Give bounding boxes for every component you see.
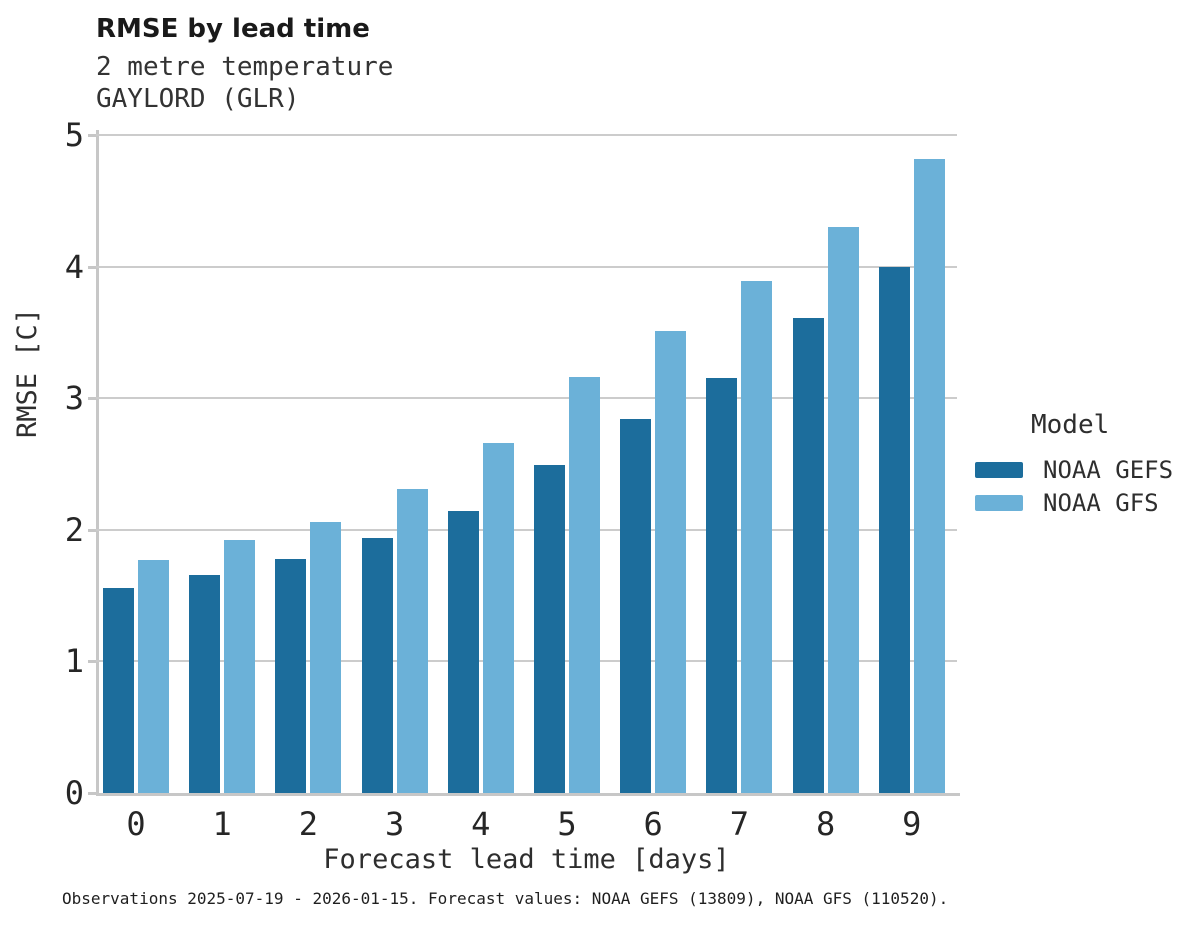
- bar-noaa-gfs-lead-9: [913, 158, 945, 793]
- bar-noaa-gfs-lead-6: [655, 331, 687, 793]
- x-tick-label-8: 8: [815, 805, 836, 843]
- y-tick-mark-3: [88, 397, 96, 401]
- legend-title: Model: [1031, 410, 1110, 440]
- y-tick-mark-2: [88, 528, 96, 532]
- x-tick-label-7: 7: [729, 805, 750, 843]
- bar-noaa-gefs-lead-4: [447, 511, 479, 793]
- gridline-y-1: [96, 660, 957, 663]
- bar-noaa-gefs-lead-2: [275, 558, 307, 793]
- y-tick-label-1: 1: [64, 642, 84, 681]
- bar-noaa-gefs-lead-9: [878, 266, 910, 793]
- bar-noaa-gfs-lead-1: [224, 540, 256, 793]
- x-tick-label-6: 6: [643, 805, 663, 843]
- bar-noaa-gfs-lead-7: [741, 281, 773, 793]
- y-tick-mark-0: [88, 792, 96, 795]
- gridline-y-3: [96, 397, 957, 400]
- bar-noaa-gefs-lead-8: [792, 317, 824, 793]
- bar-noaa-gfs-lead-5: [569, 377, 600, 793]
- chart-subtitle-station: GAYLORD (GLR): [96, 84, 300, 114]
- bar-noaa-gefs-lead-0: [103, 587, 134, 793]
- y-tick-label-3: 3: [64, 379, 84, 418]
- plot-area: [96, 130, 960, 796]
- bar-noaa-gfs-lead-0: [138, 560, 169, 793]
- bar-noaa-gfs-lead-2: [310, 521, 342, 793]
- x-tick-label-3: 3: [384, 805, 405, 843]
- x-tick-label-1: 1: [212, 805, 232, 843]
- y-tick-label-2: 2: [64, 510, 84, 549]
- y-tick-mark-1: [88, 660, 96, 664]
- y-tick-label-5: 5: [64, 116, 84, 154]
- y-tick-label-4: 4: [64, 247, 84, 286]
- x-tick-label-2: 2: [298, 805, 319, 843]
- x-tick-label-0: 0: [126, 805, 146, 843]
- bar-noaa-gfs-lead-3: [396, 489, 428, 793]
- gridline-y-4: [96, 265, 957, 268]
- legend-swatch-noaa-gefs: [975, 462, 1023, 478]
- y-tick-label-0: 0: [64, 774, 84, 812]
- y-tick-mark-5: [88, 134, 96, 137]
- bar-noaa-gfs-lead-8: [827, 227, 859, 793]
- chart-title: RMSE by lead time: [96, 14, 370, 44]
- legend-label: NOAA GEFS: [1043, 456, 1174, 484]
- x-tick-label-5: 5: [557, 805, 577, 843]
- legend-swatch-noaa-gfs: [975, 495, 1023, 511]
- x-tick-label-9: 9: [902, 805, 922, 843]
- caption: Observations 2025-07-19 - 2026-01-15. Fo…: [62, 889, 949, 908]
- bar-noaa-gefs-lead-1: [189, 574, 221, 793]
- legend-label: NOAA GFS: [1043, 489, 1159, 517]
- chart-subtitle-variable: 2 metre temperature: [96, 52, 394, 82]
- bar-noaa-gefs-lead-5: [534, 465, 565, 793]
- x-tick-label-4: 4: [471, 805, 491, 843]
- gridline-y-2: [96, 528, 957, 531]
- gridline-y-5: [96, 134, 957, 136]
- bar-noaa-gefs-lead-6: [620, 419, 652, 793]
- bar-noaa-gefs-lead-7: [706, 378, 738, 793]
- bar-noaa-gefs-lead-3: [361, 537, 393, 793]
- y-axis-title: RMSE [C]: [12, 307, 43, 439]
- x-axis-title: Forecast lead time [days]: [323, 844, 730, 875]
- bar-noaa-gfs-lead-4: [482, 442, 514, 793]
- y-tick-mark-4: [88, 265, 96, 269]
